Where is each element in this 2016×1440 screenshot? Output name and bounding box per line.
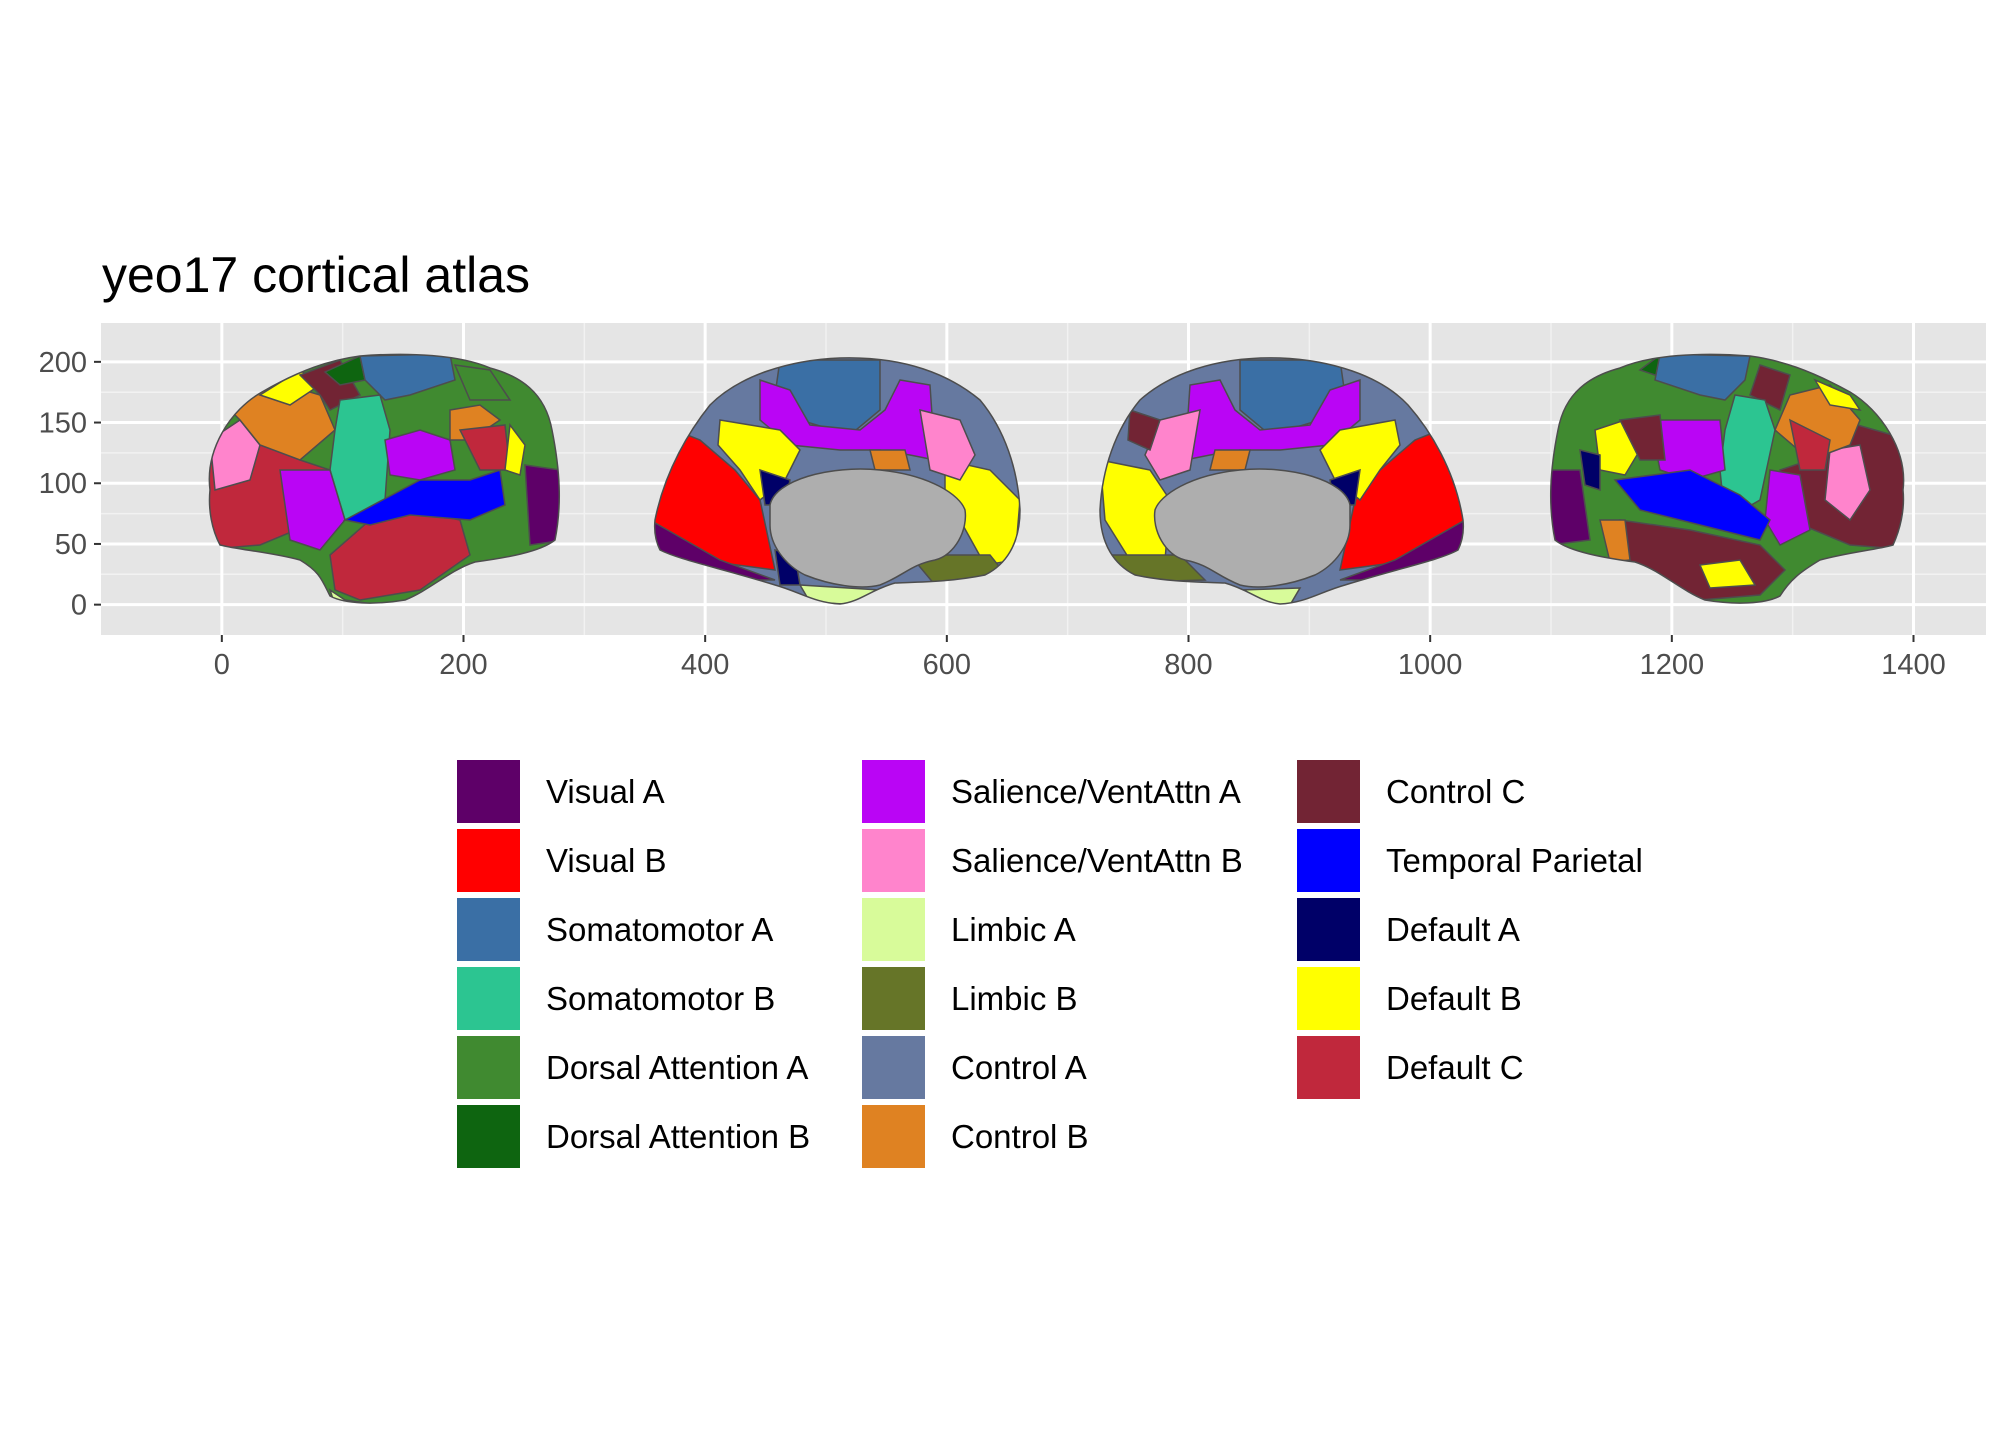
- axes: 0 200 400 600 800 1000 1200 1400 0 50 100 150 200: [39, 347, 1946, 681]
- brain-left-lateral-view: [208, 353, 560, 604]
- legend-label: Somatomotor A: [546, 911, 774, 948]
- legend-label: Default B: [1386, 980, 1522, 1017]
- legend-label: Default C: [1386, 1049, 1524, 1086]
- legend-label: Limbic B: [951, 980, 1078, 1017]
- region-medial-wall: [1153, 468, 1351, 588]
- legend-swatch: [1297, 967, 1360, 1030]
- region-salience-a: [1649, 419, 1726, 481]
- y-tick-label: 200: [39, 347, 87, 379]
- legend-label: Visual A: [546, 773, 665, 810]
- legend-item: Default C: [1294, 1033, 1714, 1102]
- legend-item: Dorsal Attention B: [454, 1102, 874, 1171]
- x-tick-label: 800: [1164, 649, 1212, 681]
- legend-label: Default A: [1386, 911, 1520, 948]
- region-default-b: [1813, 378, 1862, 412]
- region-control-c-3: [1618, 414, 1666, 461]
- region-medial-wall: [769, 468, 967, 588]
- region-temporal-parietal: [1613, 469, 1771, 541]
- x-tick-label: 1400: [1881, 649, 1946, 681]
- legend-swatch: [1297, 1036, 1360, 1099]
- region-dorsal-attention-a-2: [453, 364, 512, 401]
- legend-label: Limbic A: [951, 911, 1076, 948]
- region-salience-b: [1824, 444, 1871, 522]
- legend-item: Salience/VentAttn A: [859, 757, 1279, 826]
- region-control-b: [869, 449, 911, 471]
- x-tick-label: 1000: [1398, 649, 1463, 681]
- legend-label: Temporal Parietal: [1386, 842, 1643, 879]
- legend-item: Limbic B: [859, 964, 1279, 1033]
- legend-item: Salience/VentAttn B: [859, 826, 1279, 895]
- legend-swatch: [862, 760, 925, 823]
- legend-item: Control B: [859, 1102, 1279, 1171]
- region-salience-a: [279, 469, 346, 551]
- legend-label: Dorsal Attention B: [546, 1118, 811, 1155]
- region-salience-a-2: [1764, 469, 1811, 546]
- legend-label: Salience/VentAttn A: [951, 773, 1241, 810]
- region-default-b-3: [1698, 559, 1757, 589]
- legend-item: Temporal Parietal: [1294, 826, 1714, 895]
- x-tick-label: 1200: [1640, 649, 1705, 681]
- region-salience-b: [209, 418, 261, 491]
- legend-item: Control A: [859, 1033, 1279, 1102]
- legend-label: Salience/VentAttn B: [951, 842, 1243, 879]
- legend-swatch: [862, 829, 925, 892]
- legend-label: Dorsal Attention A: [546, 1049, 809, 1086]
- legend-item: Somatomotor B: [454, 964, 874, 1033]
- y-tick-label: 0: [71, 590, 87, 622]
- legend-label: Control C: [1386, 773, 1526, 810]
- legend-item: Visual B: [454, 826, 874, 895]
- y-tick-label: 50: [55, 529, 87, 561]
- legend-item: Somatomotor A: [454, 895, 874, 964]
- legend-swatch: [1297, 898, 1360, 961]
- legend-swatch: [1297, 829, 1360, 892]
- legend: Visual A Visual B Somatomotor A Somatomotor…: [454, 757, 1754, 1177]
- legend-swatch: [457, 967, 520, 1030]
- legend-item: Dorsal Attention A: [454, 1033, 874, 1102]
- brain-left-medial-view: [653, 357, 1021, 605]
- region-temporal-parietal: [342, 469, 506, 526]
- y-tick-label: 100: [39, 468, 87, 500]
- brain-right-medial-view: [1099, 357, 1465, 605]
- region-visual-a: [1550, 469, 1591, 546]
- x-tick-label: 200: [439, 649, 487, 681]
- legend-item: Default A: [1294, 895, 1714, 964]
- legend-item: Limbic A: [859, 895, 1279, 964]
- legend-swatch: [862, 1036, 925, 1099]
- legend-swatch: [457, 1105, 520, 1168]
- legend-label: Visual B: [546, 842, 667, 879]
- legend-swatch: [862, 1105, 925, 1168]
- region-salience-b: [1144, 408, 1201, 481]
- legend-item: Default B: [1294, 964, 1714, 1033]
- legend-swatch: [862, 898, 925, 961]
- legend-label: Control B: [951, 1118, 1089, 1155]
- region-somatomotor-a: [359, 354, 456, 401]
- legend-item: Control C: [1294, 757, 1714, 826]
- x-tick-label: 0: [214, 649, 230, 681]
- x-tick-label: 600: [923, 649, 971, 681]
- region-salience-b: [919, 408, 976, 481]
- region-control-b: [1209, 449, 1251, 471]
- legend-swatch: [1297, 760, 1360, 823]
- region-visual-a-2: [524, 464, 560, 546]
- region-somatomotor-a: [1654, 354, 1751, 401]
- legend-swatch: [457, 1036, 520, 1099]
- legend-item: Visual A: [454, 757, 874, 826]
- legend-swatch: [457, 898, 520, 961]
- region-default-a: [1579, 449, 1601, 492]
- legend-label: Somatomotor B: [546, 980, 776, 1017]
- chart-title: yeo17 cortical atlas: [102, 247, 531, 303]
- y-tick-label: 150: [39, 408, 87, 440]
- legend-swatch: [457, 829, 520, 892]
- legend-swatch: [457, 760, 520, 823]
- region-salience-a-2: [384, 429, 456, 481]
- x-tick-label: 400: [681, 649, 729, 681]
- region-control-b-2: [1599, 519, 1631, 563]
- region-default-b-2: [504, 423, 526, 476]
- region-default-c-2: [1788, 418, 1831, 471]
- legend-swatch: [862, 967, 925, 1030]
- legend-label: Control A: [951, 1049, 1087, 1086]
- region-control-c: [1127, 408, 1161, 452]
